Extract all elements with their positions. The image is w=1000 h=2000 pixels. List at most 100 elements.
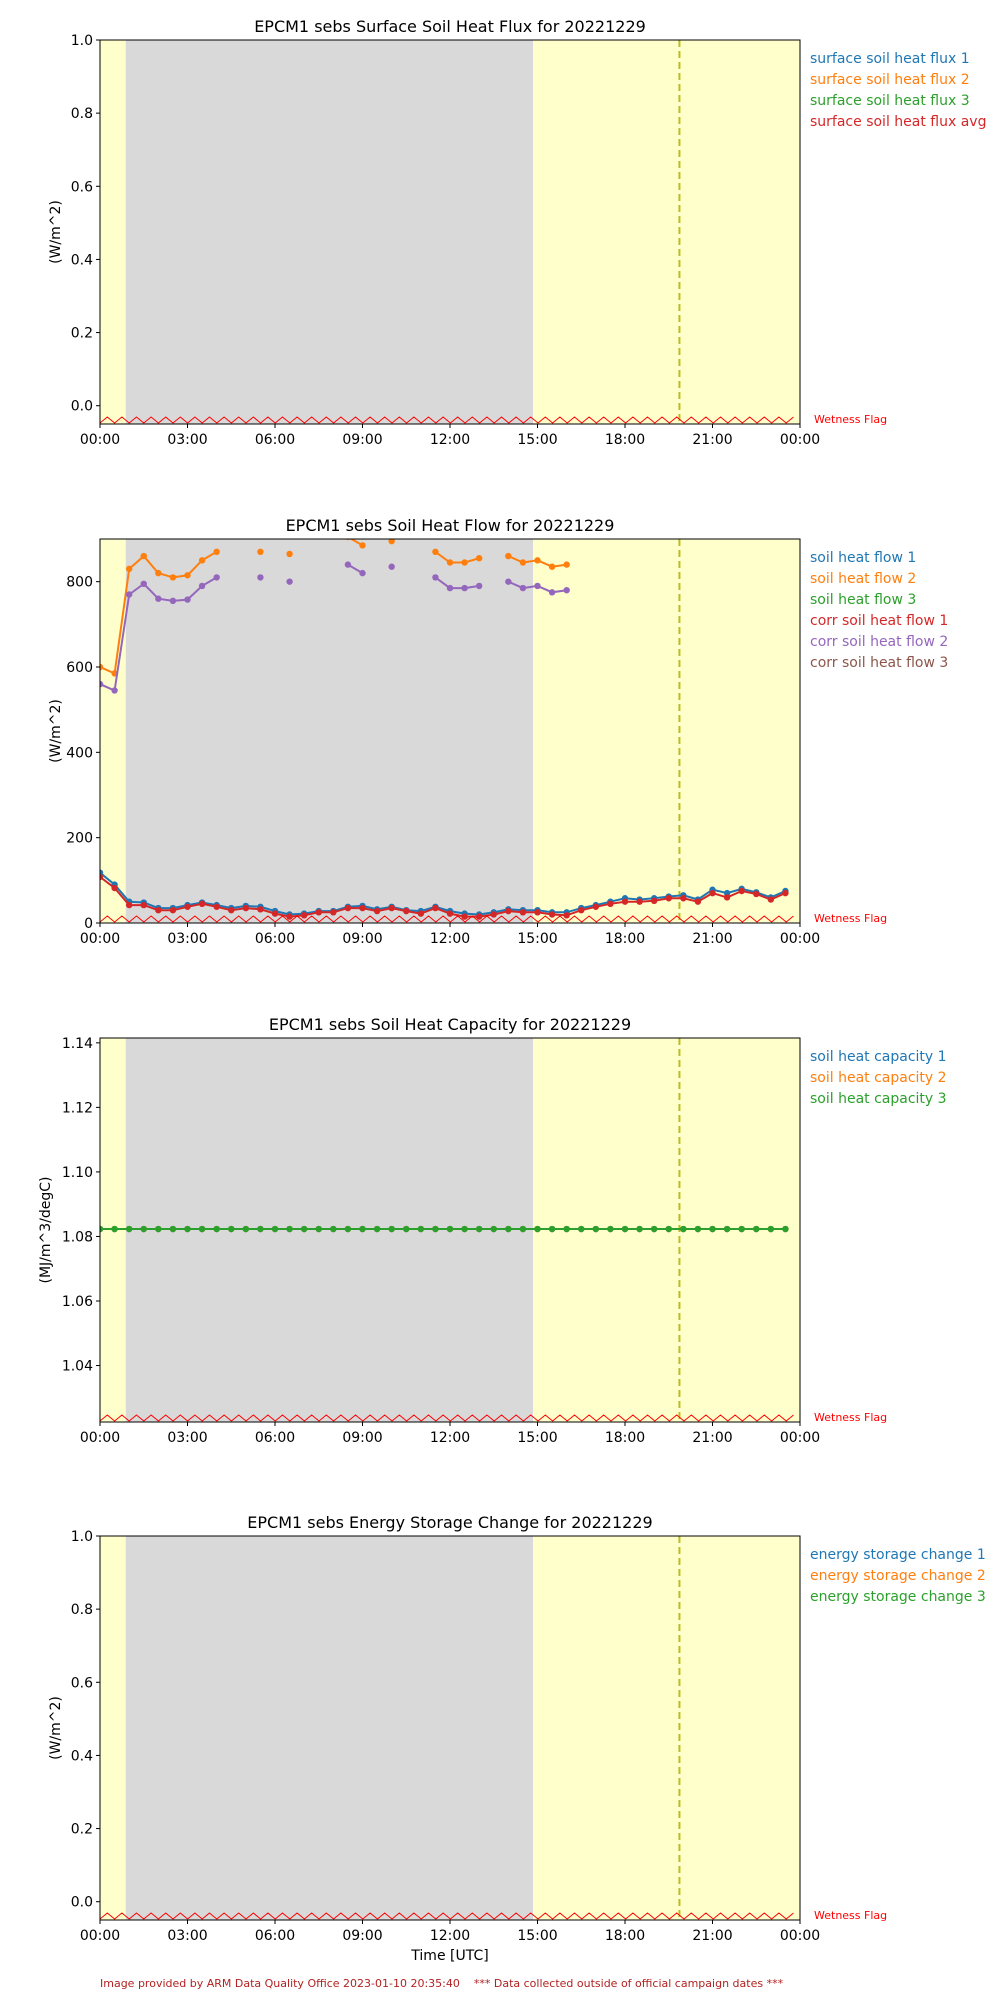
data-point <box>563 1225 570 1233</box>
y-tick-label: 0.8 <box>71 106 93 122</box>
data-point <box>782 889 789 897</box>
data-point <box>505 552 512 560</box>
legend-entry: surface soil heat flux avg <box>810 114 986 130</box>
data-point <box>257 574 264 581</box>
y-tick-label: 0.4 <box>71 252 93 268</box>
x-tick-label: 03:00 <box>167 1430 207 1446</box>
data-point <box>548 1225 556 1233</box>
x-tick-label: 09:00 <box>342 1928 382 1944</box>
x-tick-label: 00:00 <box>80 1928 120 1944</box>
legend-entry: surface soil heat flux 3 <box>810 93 970 109</box>
y-tick-label: 0.6 <box>71 179 93 195</box>
data-point <box>475 582 483 590</box>
x-tick-label: 06:00 <box>255 432 295 448</box>
data-layer <box>100 1536 794 1920</box>
data-point <box>534 582 541 590</box>
y-tick-label: 1.04 <box>62 1359 93 1375</box>
data-point <box>257 548 264 555</box>
legend-entry: soil heat capacity 3 <box>810 1091 947 1107</box>
data-point <box>636 1225 643 1233</box>
shade-band-yellow <box>100 539 126 923</box>
y-tick-label: 800 <box>66 575 93 591</box>
data-point <box>432 1225 439 1233</box>
legend-entry: corr soil heat flow 3 <box>810 655 948 671</box>
data-point <box>519 1225 527 1233</box>
legend-entry: soil heat capacity 2 <box>810 1070 947 1086</box>
data-point <box>723 894 731 901</box>
data-point <box>446 910 454 917</box>
data-point <box>548 911 556 918</box>
data-point <box>359 1225 366 1233</box>
x-tick-label: 15:00 <box>517 1928 557 1944</box>
data-point <box>490 1225 497 1233</box>
y-tick-label: 1.08 <box>62 1229 93 1245</box>
wetness-flag-label: Wetness Flag <box>814 1411 887 1424</box>
legend-entry: energy storage change 1 <box>810 1547 986 1563</box>
data-point <box>344 1225 352 1233</box>
data-point <box>694 1225 702 1233</box>
data-point <box>680 895 687 902</box>
x-tick-label: 00:00 <box>80 931 120 947</box>
data-point <box>665 895 672 902</box>
legend-entry: surface soil heat flux 2 <box>810 72 970 88</box>
data-point <box>753 890 760 898</box>
data-point <box>475 913 483 920</box>
x-tick-label: 12:00 <box>430 432 470 448</box>
footer-campaign-note: *** Data collected outside of official c… <box>473 1977 784 1990</box>
data-point <box>257 906 264 913</box>
data-point <box>155 907 162 914</box>
y-tick-label: 0.0 <box>71 1895 93 1911</box>
y-tick-label: 0.2 <box>71 326 93 342</box>
y-tick-label: 0.2 <box>71 1822 93 1838</box>
x-tick-label: 18:00 <box>605 1430 645 1446</box>
data-point <box>155 569 162 577</box>
data-point <box>767 896 775 903</box>
data-point <box>475 1225 483 1233</box>
chart-panel-3: 1.04 1.06 1.08 1.10 1.12 1.14 00:00 03:00 06:00 0… <box>38 1015 947 1446</box>
data-point <box>446 1225 454 1233</box>
data-point <box>490 911 497 918</box>
x-tick-label: 00:00 <box>780 432 820 448</box>
data-point <box>636 898 643 905</box>
data-point <box>169 1225 177 1233</box>
x-tick-label: 03:00 <box>167 931 207 947</box>
y-tick-label: 0 <box>84 916 93 932</box>
x-tick-label: 18:00 <box>605 1928 645 1944</box>
y-tick-label: 1.0 <box>71 1529 93 1545</box>
shade-band-gray <box>125 40 534 424</box>
data-point <box>621 898 629 905</box>
data-point <box>446 559 454 566</box>
data-point <box>388 904 395 912</box>
data-point <box>213 574 220 581</box>
data-point <box>359 904 366 912</box>
wetness-flag-label: Wetness Flag <box>814 1909 887 1922</box>
data-point <box>111 1225 118 1233</box>
x-tick-label: 21:00 <box>692 1430 732 1446</box>
data-point <box>461 584 468 592</box>
data-point <box>461 559 468 566</box>
data-point <box>680 1225 687 1233</box>
data-point <box>169 597 177 605</box>
shade-band-yellow <box>533 40 800 424</box>
y-tick-label: 1.14 <box>62 1036 93 1052</box>
shade-band-yellow <box>533 1536 800 1920</box>
data-point <box>300 912 308 919</box>
legend-entry: soil heat flow 3 <box>810 592 916 608</box>
data-point <box>155 595 162 602</box>
x-tick-label: 06:00 <box>255 931 295 947</box>
footer: Image provided by ARM Data Quality Offic… <box>100 1977 783 1990</box>
y-tick-label: 0.8 <box>71 1602 93 1618</box>
wetness-flag-label: Wetness Flag <box>814 413 887 426</box>
data-point <box>140 552 147 560</box>
data-point <box>417 910 425 917</box>
data-point <box>213 548 220 555</box>
data-point <box>373 907 381 915</box>
chart-panel-1: 0.0 0.2 0.4 0.6 0.8 1.0 00:00 03:00 06:00 09:00 12… <box>48 17 986 448</box>
data-point <box>125 565 133 573</box>
y-tick-label: 0.6 <box>71 1675 93 1691</box>
legend-entry: corr soil heat flow 1 <box>810 613 948 629</box>
data-point <box>125 591 133 598</box>
wetness-flag-marks <box>100 1414 794 1422</box>
data-point <box>417 1225 425 1233</box>
data-point <box>359 542 366 549</box>
